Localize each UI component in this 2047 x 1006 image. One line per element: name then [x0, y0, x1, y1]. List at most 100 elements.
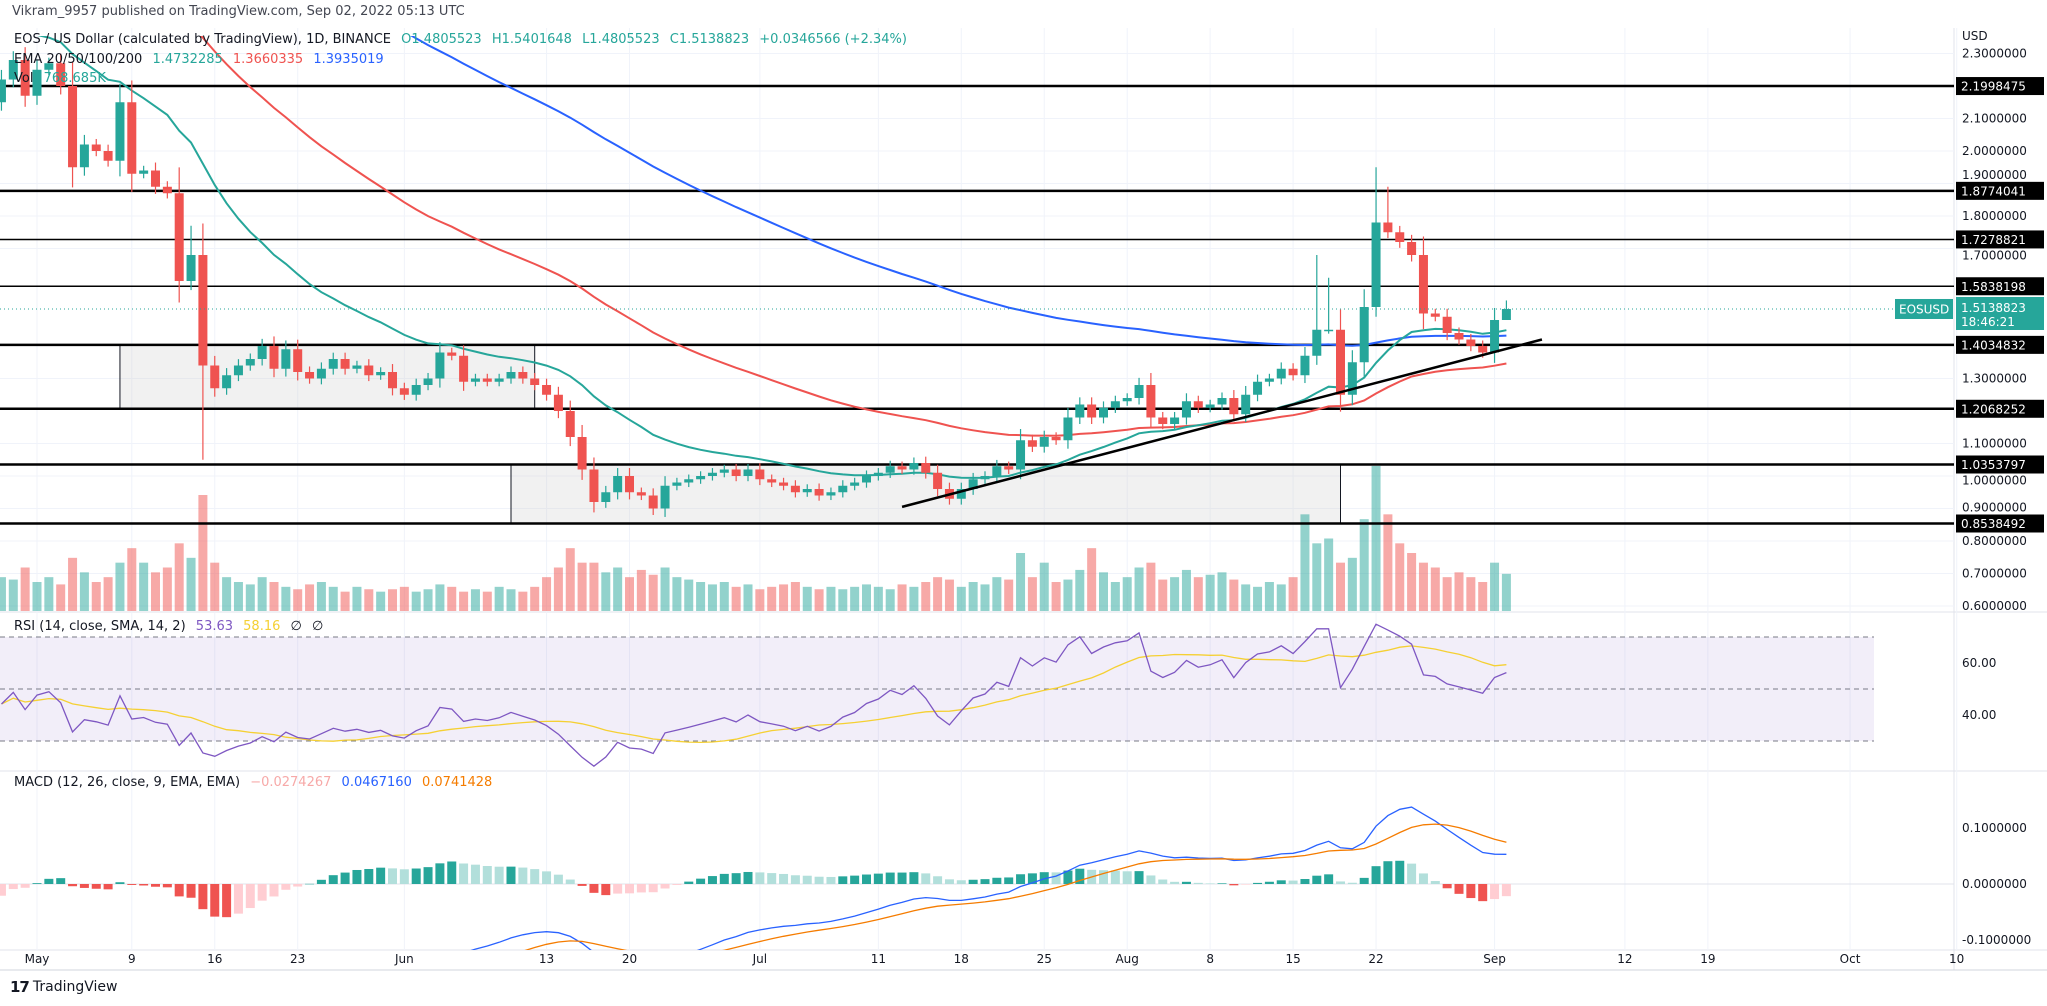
candle[interactable] [352, 360, 362, 374]
candle[interactable] [779, 477, 789, 491]
candle[interactable] [1430, 308, 1440, 322]
candle[interactable] [1110, 395, 1120, 413]
candle[interactable] [447, 347, 457, 361]
candle[interactable] [151, 162, 160, 194]
candle[interactable] [1122, 393, 1132, 406]
candle[interactable] [388, 364, 397, 396]
candle[interactable] [992, 459, 1002, 482]
candle[interactable] [399, 382, 409, 400]
candle[interactable] [660, 476, 670, 517]
ascending-trendline[interactable] [901, 338, 1543, 509]
candle[interactable] [1288, 363, 1298, 381]
candle[interactable] [139, 165, 149, 179]
candle[interactable] [1039, 430, 1049, 453]
candle[interactable] [1229, 390, 1239, 422]
candle[interactable] [20, 47, 30, 107]
candle[interactable] [933, 464, 943, 497]
candle[interactable] [281, 340, 291, 377]
candle[interactable] [518, 366, 528, 384]
candle[interactable] [873, 468, 883, 481]
candle[interactable] [1099, 401, 1108, 424]
candle[interactable] [956, 482, 966, 505]
candle[interactable] [1087, 397, 1097, 424]
candle[interactable] [1490, 307, 1500, 363]
candle[interactable] [56, 53, 66, 95]
candle[interactable] [838, 480, 848, 498]
candle[interactable] [707, 468, 717, 481]
candle[interactable] [1466, 333, 1476, 352]
candle[interactable] [435, 342, 445, 388]
candle[interactable] [1418, 236, 1428, 330]
candle[interactable] [530, 372, 540, 391]
candle[interactable] [909, 457, 919, 475]
candle[interactable] [423, 372, 433, 391]
candle[interactable] [1324, 277, 1334, 334]
candle[interactable] [506, 366, 516, 384]
candle[interactable] [91, 138, 101, 157]
candle[interactable] [198, 223, 208, 460]
candle[interactable] [1276, 362, 1286, 385]
macd-label[interactable]: MACD (12, 26, close, 9, EMA, EMA) [14, 775, 241, 790]
candle[interactable] [589, 457, 599, 513]
candle[interactable] [1264, 373, 1274, 387]
candle[interactable] [1407, 234, 1417, 262]
candle[interactable] [885, 460, 895, 478]
candle[interactable] [636, 487, 646, 501]
candle[interactable] [565, 400, 575, 447]
ema-label[interactable]: EMA 20/50/100/200 [14, 52, 143, 67]
candle[interactable] [921, 456, 931, 479]
candle[interactable] [459, 345, 469, 391]
candle[interactable] [601, 485, 611, 508]
tradingview-footer[interactable]: 17 TradingView [10, 978, 117, 996]
candle[interactable] [340, 352, 350, 375]
candle[interactable] [743, 463, 753, 482]
vol-label[interactable]: Vol [14, 71, 34, 86]
candle[interactable] [696, 471, 706, 484]
candle[interactable] [1442, 308, 1452, 341]
candle[interactable] [1004, 461, 1014, 475]
candle[interactable] [0, 69, 6, 111]
candle[interactable] [1501, 300, 1511, 320]
candle[interactable] [305, 366, 315, 384]
candle[interactable] [411, 378, 421, 401]
candle[interactable] [174, 167, 184, 303]
candle[interactable] [1217, 392, 1227, 410]
candle[interactable] [542, 378, 552, 401]
candle[interactable] [1075, 397, 1085, 424]
candle[interactable] [1134, 377, 1144, 405]
candle[interactable] [755, 463, 765, 486]
candle[interactable] [826, 487, 836, 501]
rsi-label[interactable]: RSI (14, close, SMA, 14, 2) [14, 619, 186, 634]
candle[interactable] [1027, 434, 1037, 452]
candle[interactable] [1383, 186, 1393, 239]
candle[interactable] [1193, 395, 1203, 413]
candle[interactable] [1051, 432, 1061, 445]
candle[interactable] [364, 359, 374, 382]
candle[interactable] [814, 483, 824, 501]
candle[interactable] [1395, 225, 1405, 248]
candle[interactable] [162, 181, 172, 199]
candle[interactable] [269, 336, 279, 378]
candle[interactable] [1146, 372, 1156, 428]
candle[interactable] [625, 468, 634, 500]
candle[interactable] [862, 470, 871, 488]
candle[interactable] [790, 480, 800, 498]
candle[interactable] [376, 367, 386, 380]
candle[interactable] [897, 461, 907, 475]
candle[interactable] [245, 353, 255, 371]
candle[interactable] [980, 471, 990, 484]
candle[interactable] [115, 83, 125, 177]
candle[interactable] [1158, 411, 1168, 430]
candle[interactable] [767, 474, 777, 488]
candle[interactable] [233, 359, 243, 382]
candle[interactable] [1347, 350, 1357, 406]
candle[interactable] [44, 57, 54, 75]
candle[interactable] [1312, 255, 1322, 365]
candle[interactable] [1336, 309, 1345, 412]
candle[interactable] [1300, 346, 1310, 384]
candle[interactable] [1253, 374, 1263, 402]
consolidation-zone[interactable] [119, 344, 536, 410]
candle[interactable] [1016, 429, 1026, 480]
candle[interactable] [850, 477, 860, 491]
